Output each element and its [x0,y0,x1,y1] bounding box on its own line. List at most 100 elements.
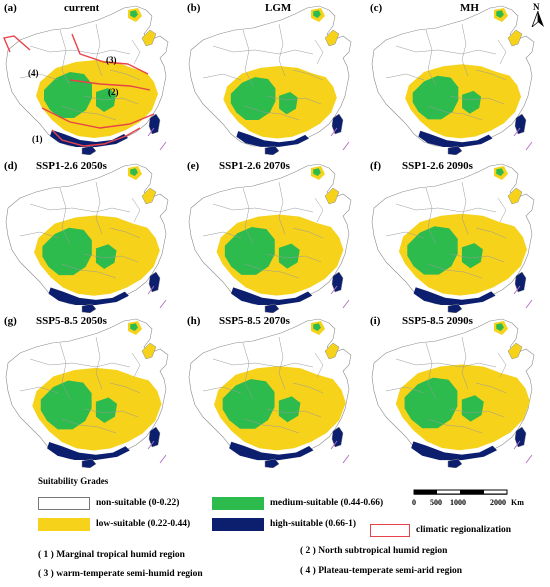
province-border [109,69,141,81]
province-border [29,358,131,368]
high-suitable-zone [47,442,130,461]
medium-suitable-zone [462,90,482,114]
province-border [212,45,314,55]
province-border [497,352,507,378]
legend-label-medium-suitable: medium-suitable (0.44-0.66) [270,498,384,508]
province-border [278,181,286,235]
province-border [19,231,59,239]
region-marker: (3) [106,55,117,65]
panel-label: (h) [187,315,201,327]
scale-bar-graphic [413,489,508,495]
province-border [131,197,141,223]
taiwan-zone [514,113,527,135]
medium-suitable-zone [496,323,504,331]
island-marks [330,127,350,151]
province-border [61,105,117,121]
medium-suitable-zone [42,227,92,276]
panel-label: (e) [187,160,200,172]
island-marks [513,285,533,309]
province-border [95,23,103,77]
province-border [314,197,324,223]
peninsula-zone [141,29,157,47]
island-marks [147,285,167,309]
medium-suitable-zone [278,243,300,269]
taiwan-zone [331,271,344,293]
map-panel: (f) SSP1-2.6 2090s [366,158,546,313]
province-border [242,187,254,245]
panel-label: (c) [370,2,383,14]
province-border [202,73,242,81]
region-note-3: ( 3 ) warm-temperate semi-humid region [38,569,203,579]
climatic-regionalization-line [69,79,151,91]
medium-suitable-zone [95,244,117,269]
china-suitability-map [5,163,169,313]
panel-label: (b) [187,2,201,14]
region-note-1: ( 1 ) Marginal tropical humid region [38,550,185,560]
province-border [385,73,425,81]
scale-unit: Km [511,498,524,507]
province-border [395,358,497,368]
hainan-zone [447,458,463,468]
province-border [449,253,505,263]
island-marks [147,127,167,151]
province-border [475,227,507,239]
hainan-zone [81,458,97,468]
province-border [449,408,505,418]
medium-suitable-zone [496,168,504,176]
china-suitability-map [371,318,535,468]
region-marker: (4) [28,68,39,78]
map-panel: (h) SSP5-8.5 2070s [183,313,363,468]
taiwan-zone [514,426,527,448]
medium-suitable-zone [461,243,483,269]
medium-suitable-zone [461,395,484,422]
province-border [109,382,141,394]
island-marks [330,285,350,309]
taiwan-zone [331,113,344,135]
panel-title: current [64,2,100,14]
high-suitable-zone [418,130,493,147]
island-marks [513,127,533,151]
province-border [95,336,103,390]
medium-suitable-zone [278,396,301,423]
panel-label: (i) [370,315,381,327]
province-border [461,336,469,390]
north-arrow: N [528,2,548,28]
province-border [242,29,254,87]
medium-suitable-zone [313,168,321,176]
province-border [314,352,324,378]
province-border [475,382,507,394]
taiwan-zone [331,426,344,448]
legend-title: Suitability Grades [38,476,109,486]
province-border [292,69,324,81]
suitability-zones [405,64,521,147]
legend-swatch-high-suitable [212,518,264,531]
map-panel: (e) SSP1-2.6 2070s [183,158,363,313]
province-border [425,187,437,245]
peninsula-zone [324,29,340,47]
map-panel: (c) MH [366,0,546,155]
province-border [475,69,507,81]
scale-bar: 0 500 1000 2000 Km [410,486,550,516]
china-suitability-map [5,318,169,468]
province-border [83,95,139,105]
province-border [131,352,141,378]
legend-label-low-suitable: low-suitable (0.22-0.44) [96,519,191,529]
province-border [244,105,300,121]
province-border [427,263,483,279]
climatic-regionalization-line [71,33,149,75]
high-suitable-zone [236,131,309,147]
legend-label-non-suitable: non-suitable (0-0.22) [96,498,180,508]
panel-title: SSP1-2.6 2090s [402,160,473,172]
panel-label: (g) [4,315,17,327]
hainan-zone [447,145,463,155]
region-marker: (2) [108,87,119,97]
region-note-4: ( 4 ) Plateau-temperate semi-arid region [300,566,463,576]
hainan-zone [264,303,280,313]
panel-label: (a) [4,2,17,14]
province-border [395,203,497,213]
china-suitability-map [188,318,352,468]
legend-swatch-regionalization [370,524,410,537]
taiwan-zone [514,271,527,293]
medium-suitable-zone [313,323,321,331]
taiwan-zone [148,426,161,448]
